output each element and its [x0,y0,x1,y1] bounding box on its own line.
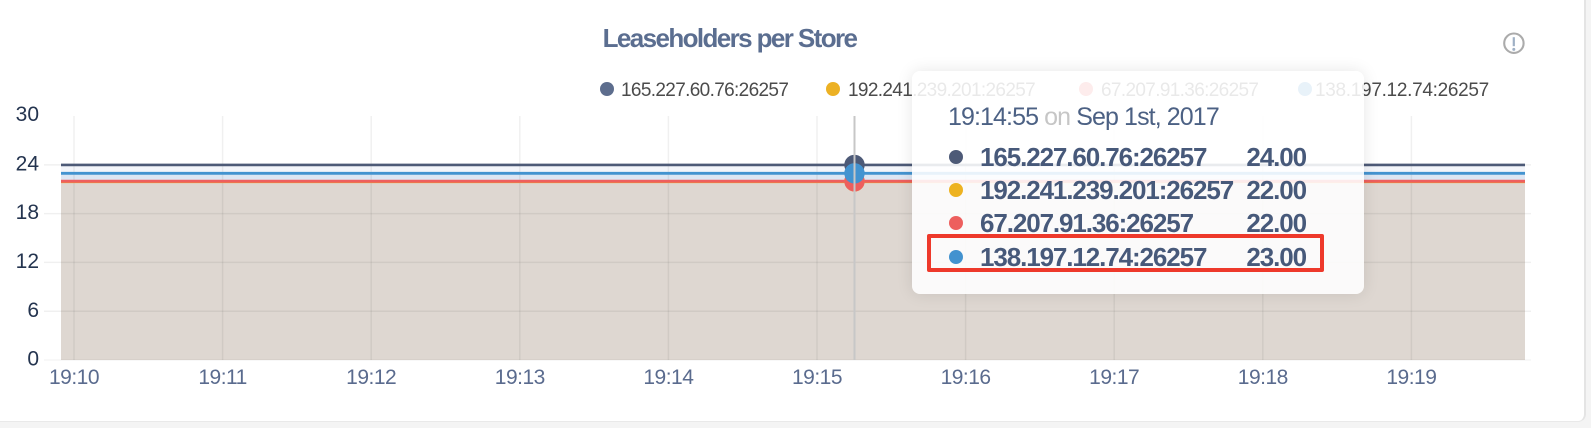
svg-text:19:11: 19:11 [198,366,247,389]
svg-text:30: 30 [16,103,39,126]
svg-text:12: 12 [16,250,39,273]
svg-text:18: 18 [16,201,39,224]
svg-text:0: 0 [27,347,39,370]
svg-text:19:17: 19:17 [1089,366,1139,389]
svg-text:6: 6 [27,299,39,322]
svg-text:19:14: 19:14 [643,366,694,389]
svg-text:19:18: 19:18 [1238,366,1288,389]
svg-text:19:16: 19:16 [941,366,991,389]
svg-text:19:19: 19:19 [1386,366,1436,389]
svg-text:19:12: 19:12 [346,366,396,389]
svg-text:24: 24 [16,152,40,175]
svg-text:19:10: 19:10 [49,366,99,389]
svg-text:19:13: 19:13 [495,366,545,389]
svg-text:19:15: 19:15 [792,366,842,389]
